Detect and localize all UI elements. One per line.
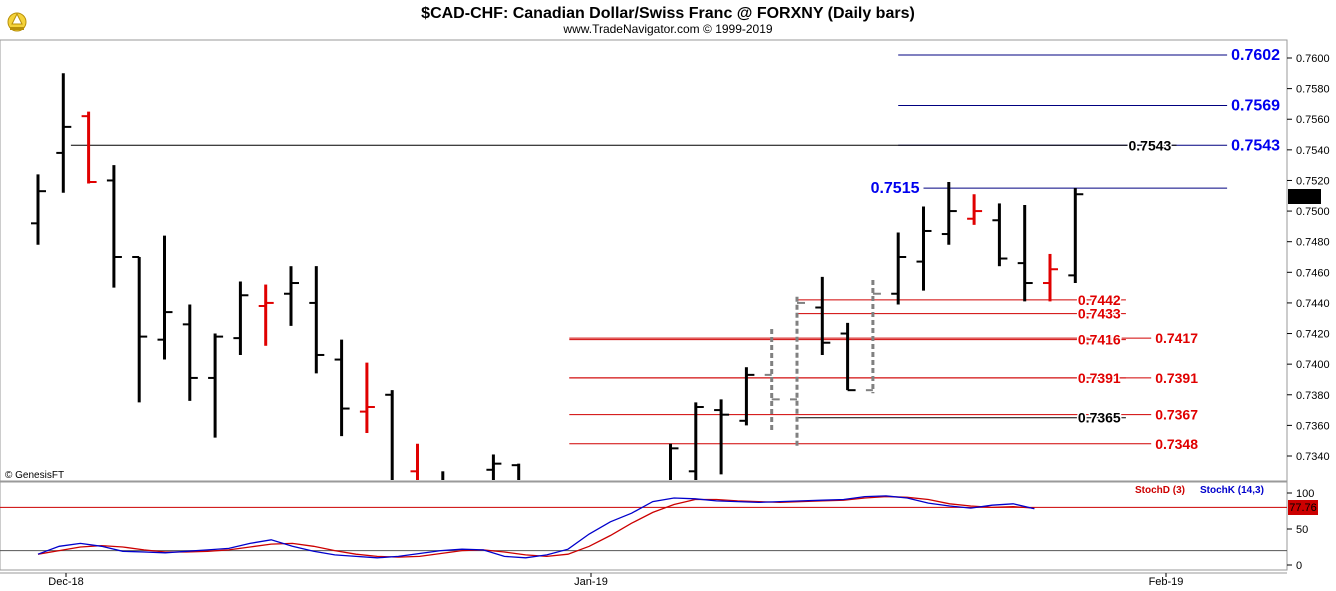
price-tick-label: 0.7520 (1296, 175, 1330, 187)
ohlc-bar (208, 333, 224, 438)
price-tick-label: 0.7560 (1296, 114, 1330, 126)
price-tick-label: 0.7440 (1296, 298, 1330, 310)
ohlc-bar (410, 443, 419, 480)
price-tick-label: 0.7500 (1296, 206, 1330, 218)
ohlc-bar (941, 181, 957, 245)
ohlc-bar (309, 266, 325, 374)
ohlc-bar (157, 235, 173, 360)
price-tick-label: 0.7540 (1296, 145, 1330, 157)
price-tick-label: 0.7460 (1296, 267, 1330, 279)
bars-layer (31, 73, 1084, 480)
price-tick-label: 0.7420 (1296, 329, 1330, 341)
legend-stochk: StochK (14,3) (1200, 485, 1264, 496)
x-tick-label: Dec-18 (48, 576, 83, 588)
ohlc-bar (992, 203, 1008, 267)
level-label: 0.7391 (1155, 370, 1198, 386)
stochastic-last-value-box (1288, 500, 1318, 515)
ohlc-bar (334, 339, 350, 437)
ohlc-bar (1017, 204, 1033, 302)
stochk-line (37, 495, 1035, 559)
price-tick-label: 0.7360 (1296, 420, 1330, 432)
ohlc-bar (106, 165, 122, 288)
stochastic-tick-label: 100 (1296, 488, 1314, 500)
level-label: 0.7543 (1231, 137, 1280, 154)
ohlc-bar (511, 463, 521, 480)
level-label: 0.7543 (1129, 137, 1172, 153)
level-label: 0.7442 (1078, 292, 1121, 308)
x-tick-label: Feb-19 (1149, 576, 1184, 588)
legend-stochd: StochD (3) (1135, 485, 1185, 496)
stochastic-panel-frame (0, 481, 1288, 571)
level-label: 0.7602 (1231, 47, 1280, 64)
price-tick-label: 0.7600 (1296, 53, 1330, 65)
ohlc-bar (132, 256, 148, 403)
level-label: 0.7367 (1155, 407, 1198, 423)
ohlc-bar (1043, 253, 1058, 302)
ohlc-bar (486, 454, 502, 480)
ohlc-bar (258, 284, 274, 346)
chart-subtitle: www.TradeNavigator.com © 1999-2019 (562, 22, 772, 36)
x-tick-label: Jan-19 (574, 576, 608, 588)
level-label: 0.7348 (1155, 436, 1198, 452)
genesis-watermark: © GenesisFT (5, 470, 64, 481)
ohlc-bar (714, 399, 730, 475)
ohlc-bar (31, 174, 46, 245)
ohlc-bar (385, 390, 394, 480)
level-label: 0.7569 (1231, 97, 1280, 114)
level-label: 0.7433 (1078, 306, 1121, 322)
ohlc-bar (815, 276, 831, 355)
ohlc-bar (233, 281, 249, 355)
chart-title: $CAD-CHF: Canadian Dollar/Swiss Franc @ … (421, 5, 915, 22)
price-tick-label: 0.7480 (1296, 237, 1330, 249)
stochastic-last-value: 77.76 (1289, 502, 1317, 514)
ohlc-bar (764, 328, 780, 432)
ohlc-bar (284, 266, 299, 326)
price-tick-label: 0.7580 (1296, 84, 1330, 96)
ohlc-bar (669, 443, 679, 480)
ohlc-bar (840, 322, 856, 392)
ohlc-bar (688, 402, 704, 480)
price-tick-label: 0.7380 (1296, 390, 1330, 402)
ohlc-bar (56, 73, 72, 193)
stochastic-layer: 100 50 0 (0, 488, 1314, 572)
stochd-line (37, 495, 1035, 558)
level-label: 0.7365 (1078, 410, 1121, 426)
ohlc-bar (1068, 188, 1084, 284)
trade-navigator-logo-icon (7, 12, 27, 32)
price-tick-label: 0.7340 (1296, 451, 1330, 463)
ohlc-bar (739, 367, 755, 426)
levels-layer: 0.76020.75690.75430.75430.75150.74420.74… (70, 45, 1282, 453)
level-label: 0.7391 (1078, 370, 1121, 386)
ohlc-bar (967, 194, 983, 225)
price-axis: 0.7600 0.7580 0.7560 0.7540 0.7520 0.7500 0.74… (1287, 53, 1330, 463)
ohlc-bar (790, 296, 805, 449)
level-label: 0.7515 (871, 180, 920, 197)
ohlc-bar (865, 279, 881, 394)
ohlc-bar (182, 304, 198, 401)
stochastic-tick-label: 0 (1296, 560, 1302, 572)
ohlc-bar (81, 111, 97, 184)
ohlc-bar (891, 232, 907, 305)
ohlc-bar (916, 206, 932, 291)
stochastic-tick-label: 50 (1296, 524, 1308, 536)
level-label: 0.7416 (1078, 332, 1121, 348)
last-price-box (1288, 189, 1321, 204)
price-tick-label: 0.7400 (1296, 359, 1330, 371)
level-label: 0.7417 (1155, 330, 1198, 346)
x-axis: Dec-18 Jan-19 Feb-19 (48, 573, 1183, 588)
ohlc-bar (359, 362, 375, 434)
last-price-label: 0.7511 (1288, 191, 1321, 203)
